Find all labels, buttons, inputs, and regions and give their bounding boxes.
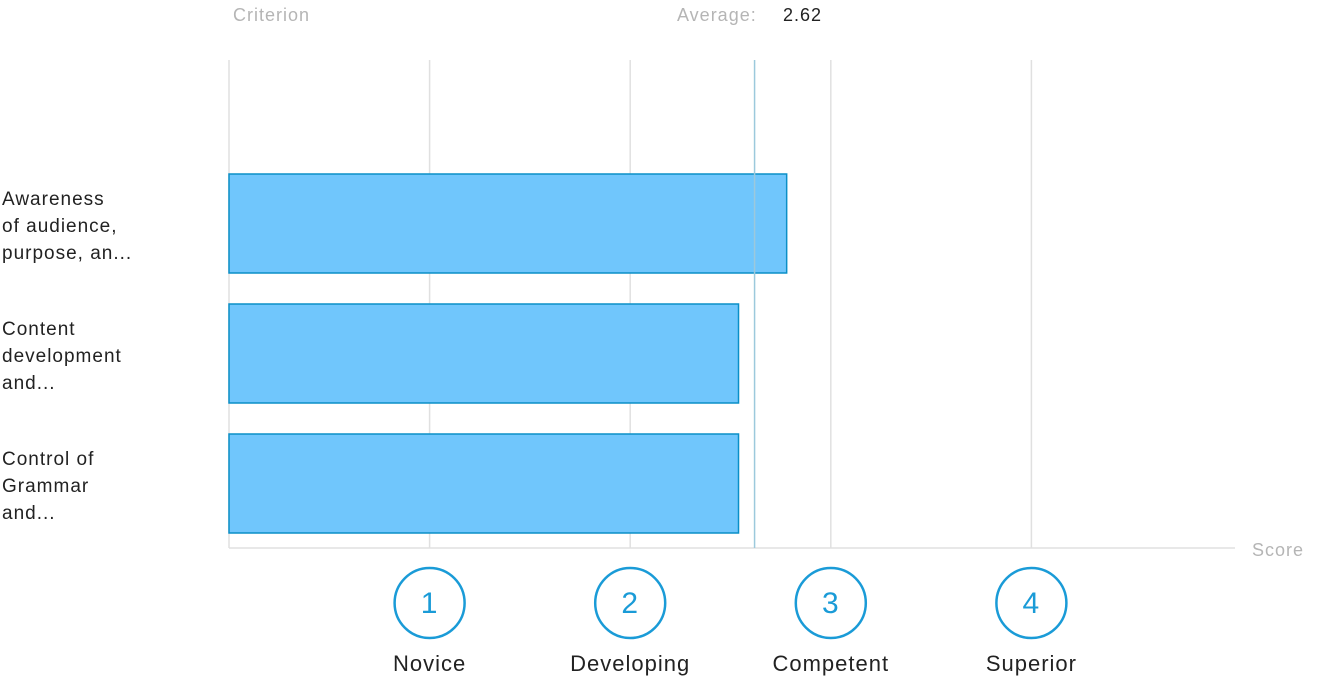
x-tick-label: 2 [621, 587, 639, 620]
x-tick-label: 1 [421, 587, 439, 620]
x-tick-label: 3 [822, 587, 840, 620]
tick-circle [794, 566, 868, 640]
x-tick-name: Novice [393, 651, 466, 676]
x-tick-name: Superior [986, 651, 1077, 676]
category-label: Awareness [2, 189, 105, 210]
header-criterion: Criterion [233, 5, 310, 25]
category-label: purpose, an... [2, 243, 132, 264]
x-axis-label: Score [1252, 540, 1304, 560]
category-label: of audience, [2, 216, 118, 237]
category-label: Grammar [2, 476, 89, 497]
category-label: and... [2, 373, 56, 394]
bar [228, 433, 740, 534]
bar [228, 173, 788, 274]
average-value: 2.62 [783, 5, 822, 25]
category-label: and... [2, 503, 56, 524]
category-label: Control of [2, 449, 94, 470]
category-label: Content [2, 319, 76, 340]
x-tick-label: 4 [1023, 587, 1041, 620]
x-tick-name: Developing [570, 651, 690, 676]
x-tick-name: Competent [772, 651, 889, 676]
tick-circle [593, 566, 667, 640]
bar [228, 303, 740, 404]
average-label: Average: [677, 5, 757, 25]
tick-circle [995, 566, 1068, 640]
tick-circle [393, 566, 466, 640]
category-label: development [2, 346, 122, 367]
